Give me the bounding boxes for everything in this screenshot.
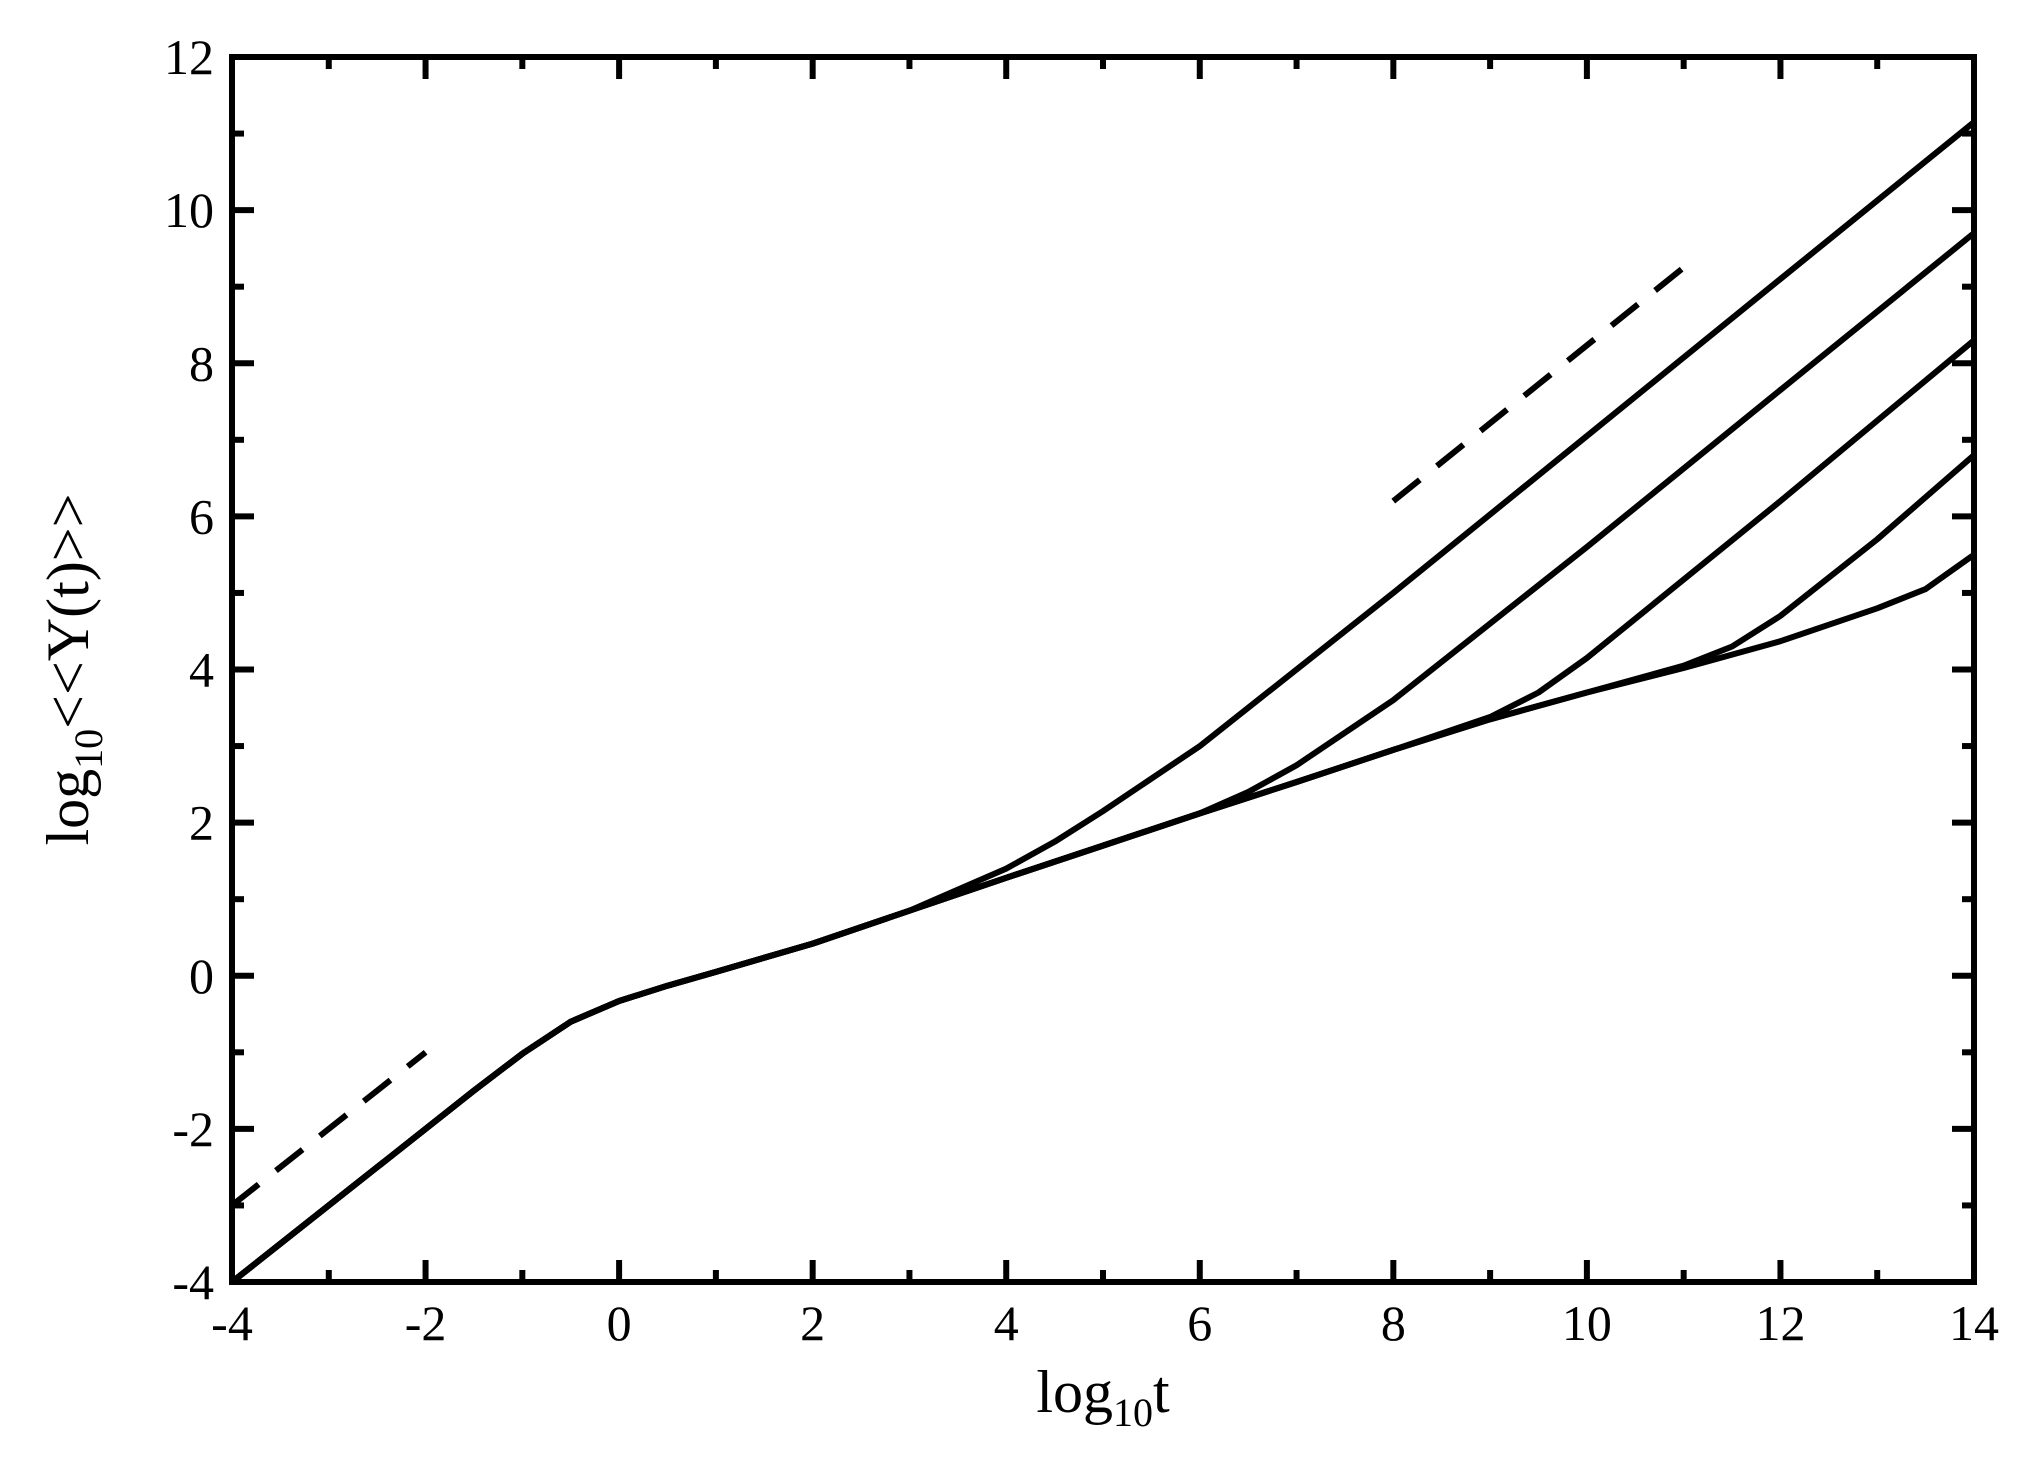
y-tick-label: 4 xyxy=(189,642,214,698)
x-tick-label: 4 xyxy=(994,1295,1019,1351)
series-line-5 xyxy=(230,552,1976,1285)
y-tick-label: -4 xyxy=(172,1254,214,1310)
x-tick-label: 0 xyxy=(607,1295,632,1351)
x-tick-label: 2 xyxy=(800,1295,825,1351)
y-tick-label: 0 xyxy=(189,948,214,1004)
y-axis-label-main: log xyxy=(35,769,101,846)
x-tick-label: 8 xyxy=(1381,1295,1406,1351)
y-tick-label: 8 xyxy=(189,335,214,391)
dashed-reference-line-6 xyxy=(230,1049,428,1208)
x-tick-label: 14 xyxy=(1949,1295,1999,1351)
dashed-reference-line-7 xyxy=(1391,265,1686,504)
x-tick-label: -4 xyxy=(211,1295,253,1351)
x-tick-label: 12 xyxy=(1755,1295,1805,1351)
labels-layer: -4 -2 0 2 4 6 8 10 12 14 -4 -2 0 2 4 6 8 10 12 xyxy=(164,29,1999,1351)
x-axis-label-main: log xyxy=(1036,1359,1113,1425)
x-tick-label: 10 xyxy=(1562,1295,1612,1351)
y-tick-label: 6 xyxy=(189,488,214,544)
plot-frame xyxy=(229,54,1977,1285)
y-tick-label: 10 xyxy=(164,182,214,238)
y-tick-label: 12 xyxy=(164,29,214,85)
y-axis-label-sub: 10 xyxy=(66,729,111,769)
x-axis-label: log10t xyxy=(1036,1359,1170,1435)
x-axis-label-var: t xyxy=(1153,1359,1170,1425)
y-tick-label: -2 xyxy=(172,1101,214,1157)
x-axis-label-sub: 10 xyxy=(1113,1390,1153,1435)
x-tick-label: -2 xyxy=(405,1295,447,1351)
y-axis-label-var: <<Y(t)>> xyxy=(35,494,101,729)
x-tick-label: 6 xyxy=(1187,1295,1212,1351)
y-tick-label: 2 xyxy=(189,795,214,851)
series-layer xyxy=(230,119,1976,1285)
y-axis-label: log10<<Y(t)>> xyxy=(35,494,111,846)
